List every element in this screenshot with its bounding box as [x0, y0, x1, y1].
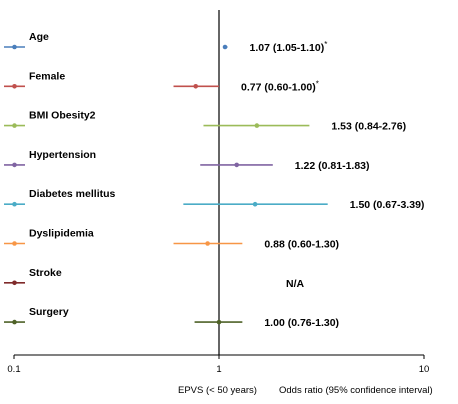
- row-label: Age: [29, 31, 49, 43]
- point-estimate: [216, 319, 222, 325]
- legend-marker: [12, 241, 17, 246]
- footer-left: EPVS (< 50 years): [178, 385, 257, 396]
- estimate-label: 1.53 (0.84-2.76): [331, 121, 406, 133]
- estimate-label: 1.00 (0.76-1.30): [264, 317, 339, 329]
- point-estimate: [254, 123, 260, 128]
- row-label: BMI Obesity2: [29, 110, 96, 122]
- legend-marker: [12, 280, 17, 286]
- point-estimate: [205, 241, 210, 246]
- significance-marker: *: [316, 79, 319, 88]
- row-label: Hypertension: [29, 149, 96, 161]
- footer-right: Odds ratio (95% confidence interval): [279, 385, 433, 396]
- row-label: Stroke: [29, 267, 62, 279]
- x-tick-label: 0.1: [7, 364, 20, 375]
- estimate-label: 0.88 (0.60-1.30): [264, 239, 339, 251]
- estimate-label: 1.50 (0.67-3.39): [350, 199, 425, 211]
- legend-marker: [12, 162, 17, 168]
- legend-marker: [12, 201, 17, 207]
- legend-marker: [12, 319, 17, 325]
- row-label: Surgery: [29, 306, 69, 318]
- estimate-label: 0.77 (0.60-1.00)*: [241, 79, 319, 93]
- legend-marker: [12, 44, 17, 50]
- point-estimate: [193, 84, 199, 89]
- estimate-label: N/A: [286, 278, 305, 290]
- x-axis: 0.1 1 10: [7, 354, 430, 375]
- point-estimate: [234, 162, 240, 168]
- estimate-label: 1.22 (0.81-1.83): [295, 160, 370, 172]
- row-label: Female: [29, 70, 65, 82]
- x-tick-label: 1: [216, 364, 221, 375]
- significance-marker: *: [324, 40, 327, 49]
- plot-area: 1.07 (1.05-1.10)* 0.77 (0.60-1.00)* 1.53 (…: [173, 10, 425, 355]
- row-label: Dyslipidemia: [29, 228, 94, 240]
- point-estimate: [252, 201, 258, 207]
- legend-marker: [12, 123, 17, 128]
- legend-marker: [12, 84, 17, 89]
- row-labels: Age Female BMI Obesity2 Hypertension Diabete…: [4, 31, 116, 325]
- estimate-label: 1.07 (1.05-1.10)*: [249, 40, 327, 54]
- point-estimate: [222, 44, 228, 50]
- row-label: Diabetes mellitus: [29, 188, 116, 200]
- x-tick-label: 10: [419, 364, 430, 375]
